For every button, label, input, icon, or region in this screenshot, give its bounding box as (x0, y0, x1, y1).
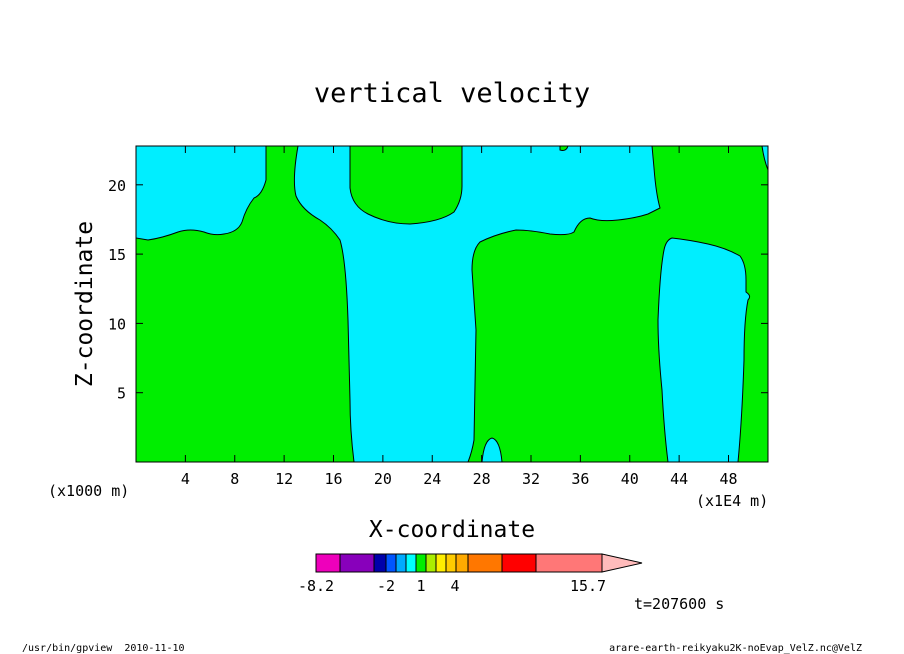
negative-region-right-column (657, 237, 751, 463)
footer-right: arare-earth-reikyaku2K-noEvap_VelZ.nc@Ve… (609, 643, 862, 654)
colorbar-arrow (601, 553, 643, 573)
chart-title: vertical velocity (314, 78, 590, 109)
colorbar-segment (467, 553, 503, 573)
colorbar-segment (315, 553, 341, 573)
x-tick-label: 24 (423, 470, 441, 488)
negative-region-center-column (293, 145, 661, 463)
x-tick-label: 32 (522, 470, 540, 488)
y-axis: 5 10 15 20 (108, 177, 768, 403)
colorbar-label: 1 (416, 577, 425, 595)
colorbar-segment (339, 553, 375, 573)
time-label: t=207600 s (634, 595, 724, 613)
colorbar-segment (405, 553, 417, 573)
colorbar-label: -2 (377, 577, 395, 595)
x-tick-label: 40 (621, 470, 639, 488)
colorbar-segment (395, 553, 407, 573)
x-tick-label: 4 (181, 470, 190, 488)
y-tick-label: 5 (117, 385, 126, 403)
colorbar-segment (415, 553, 427, 573)
colorbar-segment (445, 553, 457, 573)
y-axis-label: Z-coordinate (72, 221, 98, 387)
x-tick-label: 48 (719, 470, 737, 488)
colorbar-segment (435, 553, 447, 573)
colorbar-segment (373, 553, 387, 573)
plot-area (135, 145, 769, 463)
colorbar-segment (425, 553, 437, 573)
x-unit-right: (x1E4 m) (696, 492, 768, 510)
plot-frame (135, 145, 769, 463)
colorbar-segment (455, 553, 469, 573)
x-unit-left: (x1000 m) (48, 482, 129, 500)
colorbar-label: 15.7 (570, 577, 606, 595)
x-tick-label: 8 (230, 470, 239, 488)
x-tick-label: 12 (275, 470, 293, 488)
x-tick-label: 36 (571, 470, 589, 488)
y-tick-label: 20 (108, 177, 126, 195)
x-tick-label: 20 (374, 470, 392, 488)
x-axis: 4 8 12 16 20 24 28 32 36 40 44 48 (181, 146, 738, 488)
x-tick-label: 28 (473, 470, 491, 488)
footer-left: /usr/bin/gpview 2010-11-10 (22, 643, 185, 654)
negative-region-top-left (135, 145, 267, 241)
colorbar (315, 553, 643, 573)
y-tick-label: 10 (108, 315, 126, 333)
colorbar-labels: -8.2 -2 1 4 15.7 (298, 577, 606, 595)
colorbar-label: -8.2 (298, 577, 334, 595)
x-tick-label: 44 (670, 470, 688, 488)
colorbar-segment (535, 553, 603, 573)
colorbar-segment (385, 553, 397, 573)
x-axis-label: X-coordinate (369, 517, 535, 543)
y-tick-label: 15 (108, 246, 126, 264)
colorbar-segment (501, 553, 537, 573)
colorbar-label: 4 (450, 577, 459, 595)
x-tick-label: 16 (324, 470, 342, 488)
